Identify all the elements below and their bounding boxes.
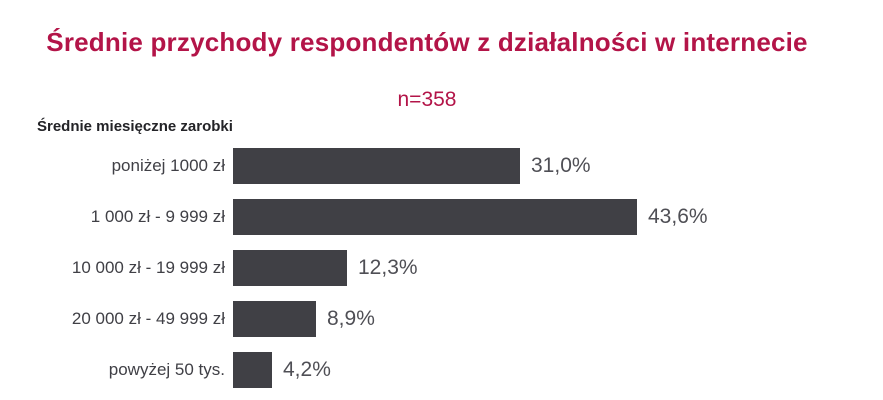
bar — [233, 352, 272, 388]
category-label: 1 000 zł - 9 999 zł — [90, 207, 225, 226]
category-label: poniżej 1000 zł — [111, 156, 225, 175]
bar-row: 20 000 zł - 49 999 zł 8,9% — [0, 301, 883, 337]
chart-title: Średnie przychody respondentów z działal… — [46, 27, 808, 57]
value-label: 8,9% — [327, 307, 375, 330]
axis-label: Średnie miesięczne zarobki — [37, 118, 233, 135]
bar — [233, 148, 520, 184]
bar-rows: poniżej 1000 zł 31,0% 1 000 zł - 9 999 zł 4… — [0, 148, 883, 400]
chart-header: Średnie przychody respondentów z działal… — [0, 0, 854, 111]
bar — [233, 199, 637, 235]
bar — [233, 250, 347, 286]
value-label: 4,2% — [283, 358, 331, 381]
value-label: 43,6% — [648, 205, 708, 228]
value-label: 31,0% — [531, 154, 591, 177]
category-label: powyżej 50 tys. — [108, 360, 225, 379]
category-label: 10 000 zł - 19 999 zł — [71, 258, 225, 277]
chart-subtitle: n=358 — [397, 87, 457, 111]
bar-row: 10 000 zł - 19 999 zł 12,3% — [0, 250, 883, 286]
bar-row: 1 000 zł - 9 999 zł 43,6% — [0, 199, 883, 235]
bar-row: powyżej 50 tys. 4,2% — [0, 352, 883, 388]
bar-row: poniżej 1000 zł 31,0% — [0, 148, 883, 184]
category-label: 20 000 zł - 49 999 zł — [71, 309, 225, 328]
bar — [233, 301, 316, 337]
value-label: 12,3% — [358, 256, 418, 279]
